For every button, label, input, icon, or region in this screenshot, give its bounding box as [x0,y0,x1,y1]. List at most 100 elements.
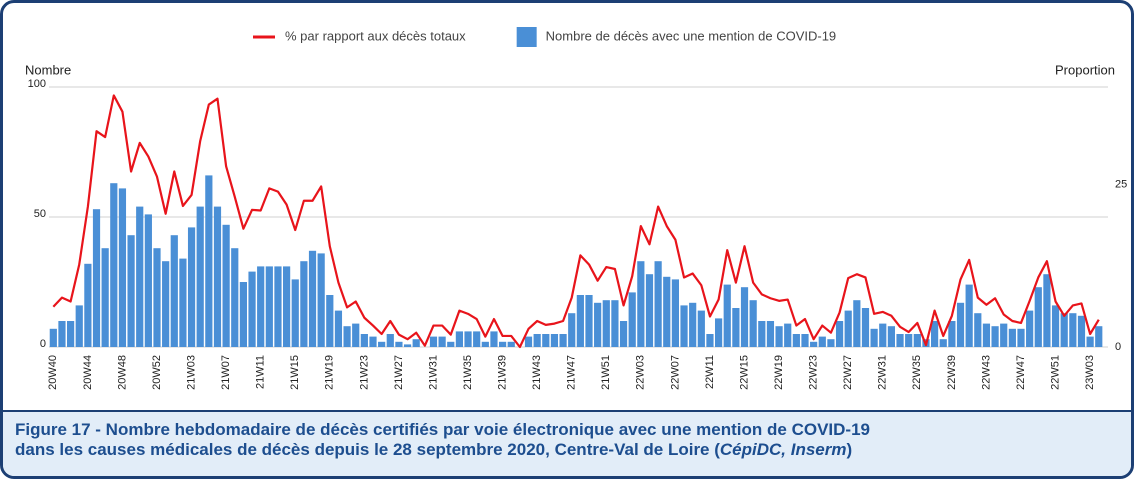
bar [594,302,602,347]
bar [1086,336,1094,347]
bar [196,206,204,347]
x-tick-label: 20W40 [47,355,59,390]
bar [706,334,714,347]
y2-tick-label: 0 [1115,341,1121,353]
bar [369,336,377,347]
caption-source: CépiDC, Inserm [719,440,847,459]
bar [239,282,247,347]
bar [680,305,688,347]
bar [715,318,723,347]
bar [265,266,273,347]
x-tick-label: 21W27 [393,355,405,390]
bar [585,295,593,347]
bar [749,300,757,347]
x-tick-label: 21W19 [324,355,336,390]
x-tick-label: 22W19 [773,355,785,390]
bar [412,339,420,347]
bar [1000,323,1008,347]
bar [637,261,645,347]
bar [153,248,161,347]
bar [438,336,446,347]
x-tick-label: 22W11 [704,355,716,389]
bar [628,292,636,347]
bar [378,341,386,347]
bar [481,341,489,347]
bar [352,323,360,347]
bar [308,250,317,347]
bar [136,206,144,347]
bar [568,313,576,347]
bar [58,321,66,347]
bar [602,300,610,347]
bar [386,334,394,347]
caption: Figure 17 - Nombre hebdomadaire de décès… [3,410,1131,476]
bar [248,271,256,347]
bar [1095,326,1103,347]
bar [732,308,740,347]
bar [490,331,498,347]
bar [810,341,818,347]
bar [740,287,749,347]
bar [75,305,83,347]
bar [326,295,334,347]
bar [948,321,956,347]
bar [473,331,481,347]
bar [533,334,541,347]
bar [758,321,766,347]
bar [179,258,187,347]
bar [879,323,887,347]
bar [455,331,463,347]
bar [283,266,291,347]
bar [447,341,455,347]
x-tick-label: 22W27 [842,355,854,390]
chart: Nombre Proportion 0 50 100 0 25 20W40 20W44 20W… [25,27,1127,390]
x-tick-label: 21W15 [289,355,301,390]
bar [300,261,308,347]
bar [991,326,999,347]
bar [689,302,697,347]
bar [801,334,809,347]
caption-line: dans les causes médicales de décès depui… [15,440,1131,460]
bar [499,341,507,347]
bar [334,310,343,347]
bar [317,253,325,347]
x-tick-label: 20W48 [116,355,128,390]
bar [931,321,939,347]
bar [663,276,671,347]
bar [205,175,213,347]
y-tick-label: 100 [28,78,46,90]
bar [853,300,861,347]
bar [870,328,878,347]
bar [956,302,965,347]
bar [542,334,550,347]
bar [1077,315,1086,347]
bar [187,227,196,347]
bar [429,336,438,347]
bar [887,326,895,347]
bar [775,326,783,347]
bar [827,339,835,347]
bar [162,261,170,347]
x-tick-label: 22W15 [738,355,750,390]
bar [654,261,662,347]
bar [645,274,654,347]
bar [896,334,904,347]
x-tick-label: 21W43 [531,355,543,390]
bar [343,326,351,347]
bar [611,300,619,347]
bar [766,321,775,347]
bar [619,321,628,347]
bar [1043,274,1051,347]
x-tick-label: 22W31 [877,355,889,390]
bar [127,235,135,347]
x-tick-label: 22W51 [1049,355,1061,390]
bar [170,235,178,347]
x-tick-label: 21W47 [566,355,578,390]
bar [110,183,118,347]
bar [222,224,230,347]
bar [395,341,403,347]
bar [1051,305,1060,347]
x-tick-label: 21W11 [255,355,267,389]
bar [67,321,75,347]
